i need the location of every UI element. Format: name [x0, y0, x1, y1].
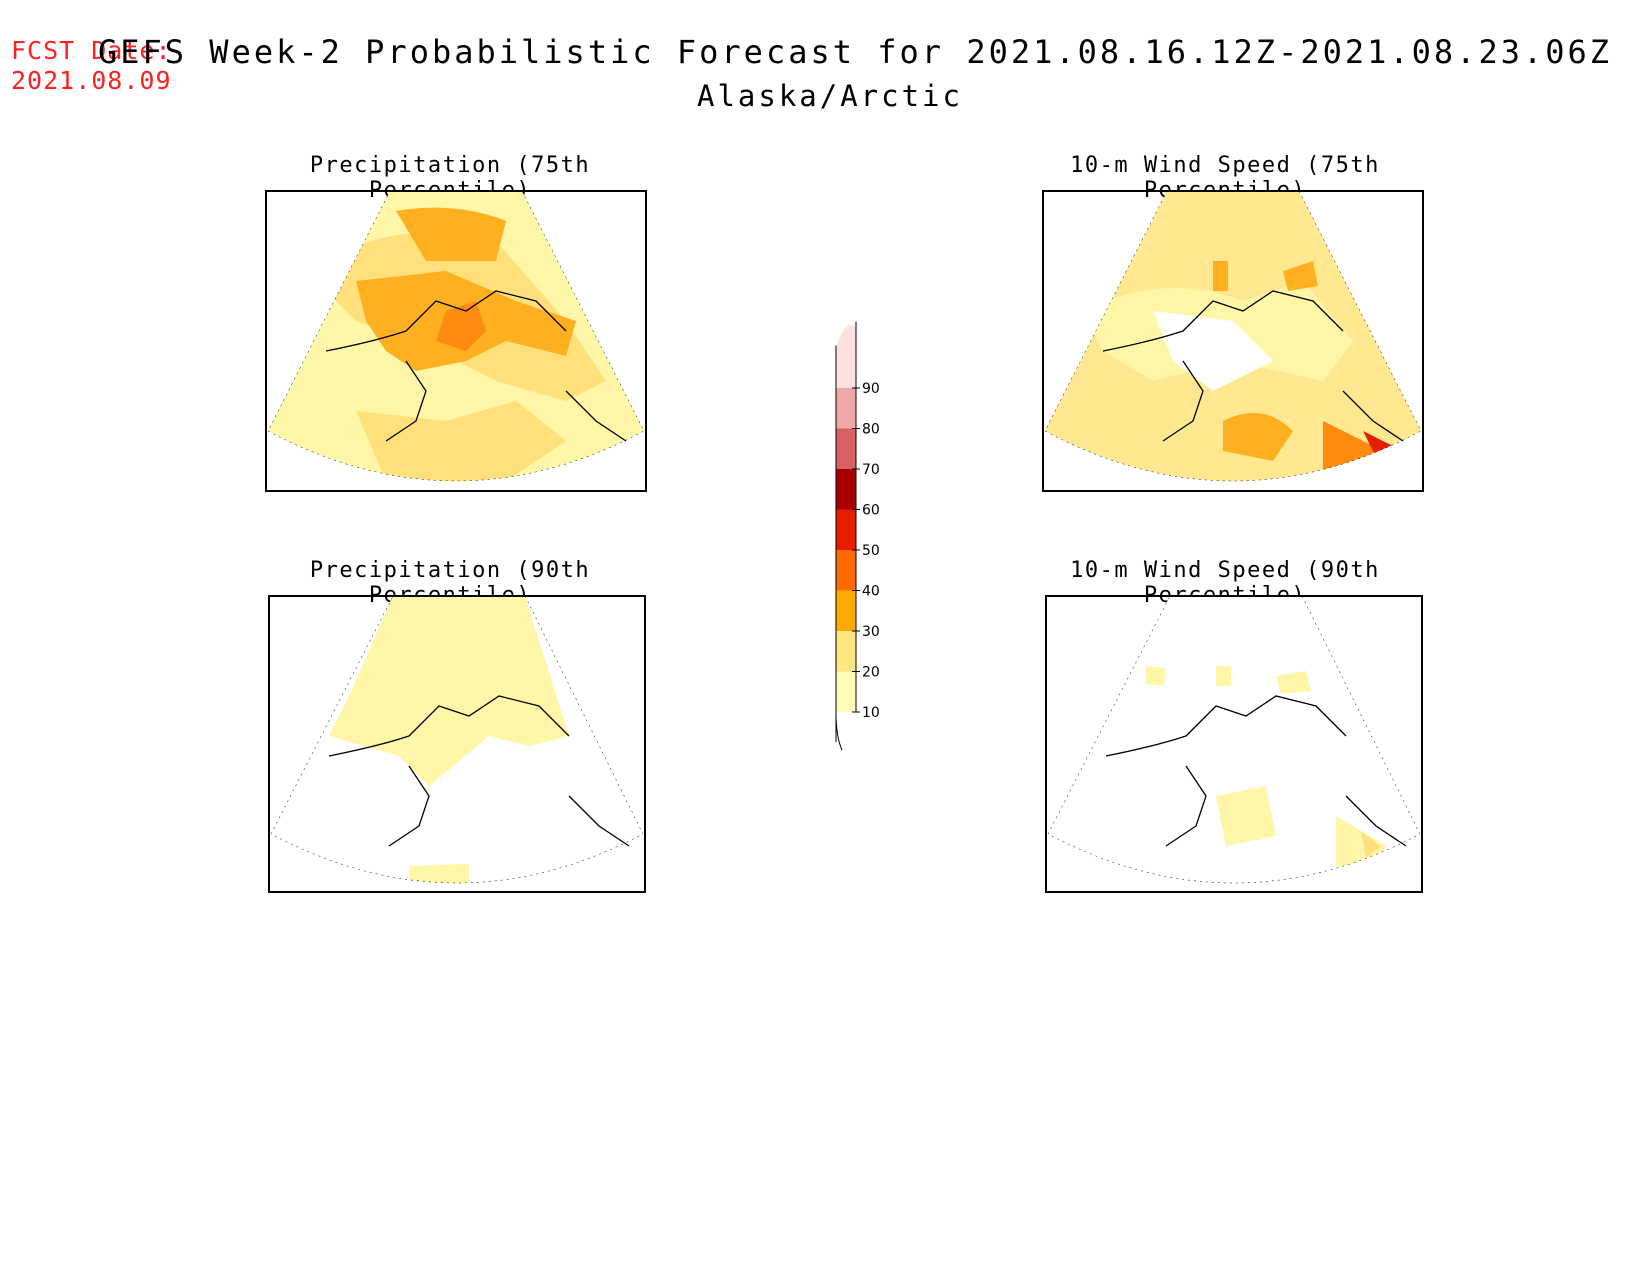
map-precip-75 — [265, 190, 647, 492]
region-subtitle: Alaska/Arctic — [697, 79, 963, 113]
colorbar-label: 10 — [862, 705, 880, 721]
colorbar-tail — [835, 711, 843, 751]
colorbar-outline — [835, 321, 857, 742]
colorbar-swatch — [836, 550, 856, 591]
colorbar-label: 30 — [862, 624, 880, 640]
colorbar-label: 80 — [862, 422, 880, 438]
colorbar-swatch — [836, 347, 856, 388]
colorbar: 10 20 30 40 50 60 70 80 90 — [835, 321, 880, 751]
map-wind-90 — [1045, 595, 1423, 893]
colorbar-label: 50 — [862, 543, 880, 559]
fcst-date-value: 2021.08.09 — [11, 66, 172, 95]
fcst-date-block: FCST Date: 2021.08.09 — [11, 36, 172, 96]
colorbar-swatch — [836, 590, 856, 631]
colorbar-label: 60 — [862, 503, 880, 519]
colorbar-swatch — [836, 428, 856, 469]
colorbar-top-cap — [836, 325, 856, 348]
map-precip-90 — [268, 595, 646, 893]
map-wind-75 — [1042, 190, 1424, 492]
colorbar-swatch — [836, 388, 856, 429]
main-title: GEFS Week-2 Probabilistic Forecast for 2… — [97, 33, 1613, 71]
colorbar-swatch — [836, 469, 856, 510]
colorbar-swatch — [836, 631, 856, 672]
figure-title: GEFS Week-2 Probabilistic Forecast for 2… — [0, 30, 1650, 118]
colorbar-label: 70 — [862, 462, 880, 478]
fcst-date-label: FCST Date: — [11, 36, 172, 65]
colorbar-label: 20 — [862, 665, 880, 681]
colorbar-label: 40 — [862, 584, 880, 600]
colorbar-swatch — [836, 671, 856, 712]
colorbar-swatch — [836, 509, 856, 550]
colorbar-label: 90 — [862, 381, 880, 397]
